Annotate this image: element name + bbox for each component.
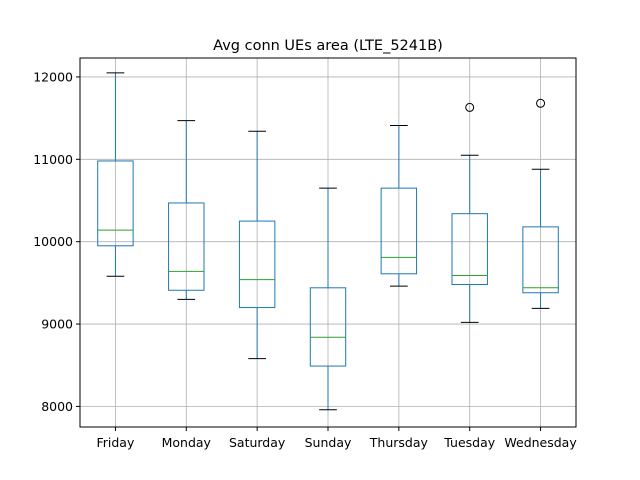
y-tick-label: 8000 [41,399,73,414]
y-tick-label: 11000 [33,152,73,167]
box-thursday [380,125,418,287]
x-tick-label: Wednesday [504,435,577,450]
x-tick-label: Saturday [229,435,286,450]
x-tick-label: Thursday [369,435,429,450]
box-monday [168,120,205,300]
box-iqr [238,220,276,309]
x-tick-label: Sunday [305,435,352,450]
box-saturday [238,130,276,360]
y-tick-label: 10000 [33,234,73,249]
box-iqr [380,187,418,275]
x-tick-label: Tuesday [443,435,495,450]
box-iqr [309,287,347,367]
box-iqr [522,226,559,294]
box-tuesday [451,102,488,323]
box-wednesday [522,98,559,309]
outlier-point [465,102,475,112]
outlier-point [536,98,546,108]
box-friday [97,72,134,277]
x-tick-label: Monday [162,435,212,450]
y-axis-ticks: 8000 9000 10000 11000 12000 [33,69,80,414]
box-sunday [309,187,347,411]
chart-title: Avg conn UEs area (LTE_5241B) [213,38,443,54]
y-tick-label: 9000 [41,317,73,332]
x-tick-label: Friday [96,435,134,450]
box-iqr [168,202,205,291]
boxes [97,72,559,411]
y-tick-label: 12000 [33,69,73,84]
x-axis-ticks: Friday Monday Saturday Sunday Thursday Tuesda… [96,427,577,450]
box-iqr [451,213,488,286]
box-iqr [97,160,134,247]
